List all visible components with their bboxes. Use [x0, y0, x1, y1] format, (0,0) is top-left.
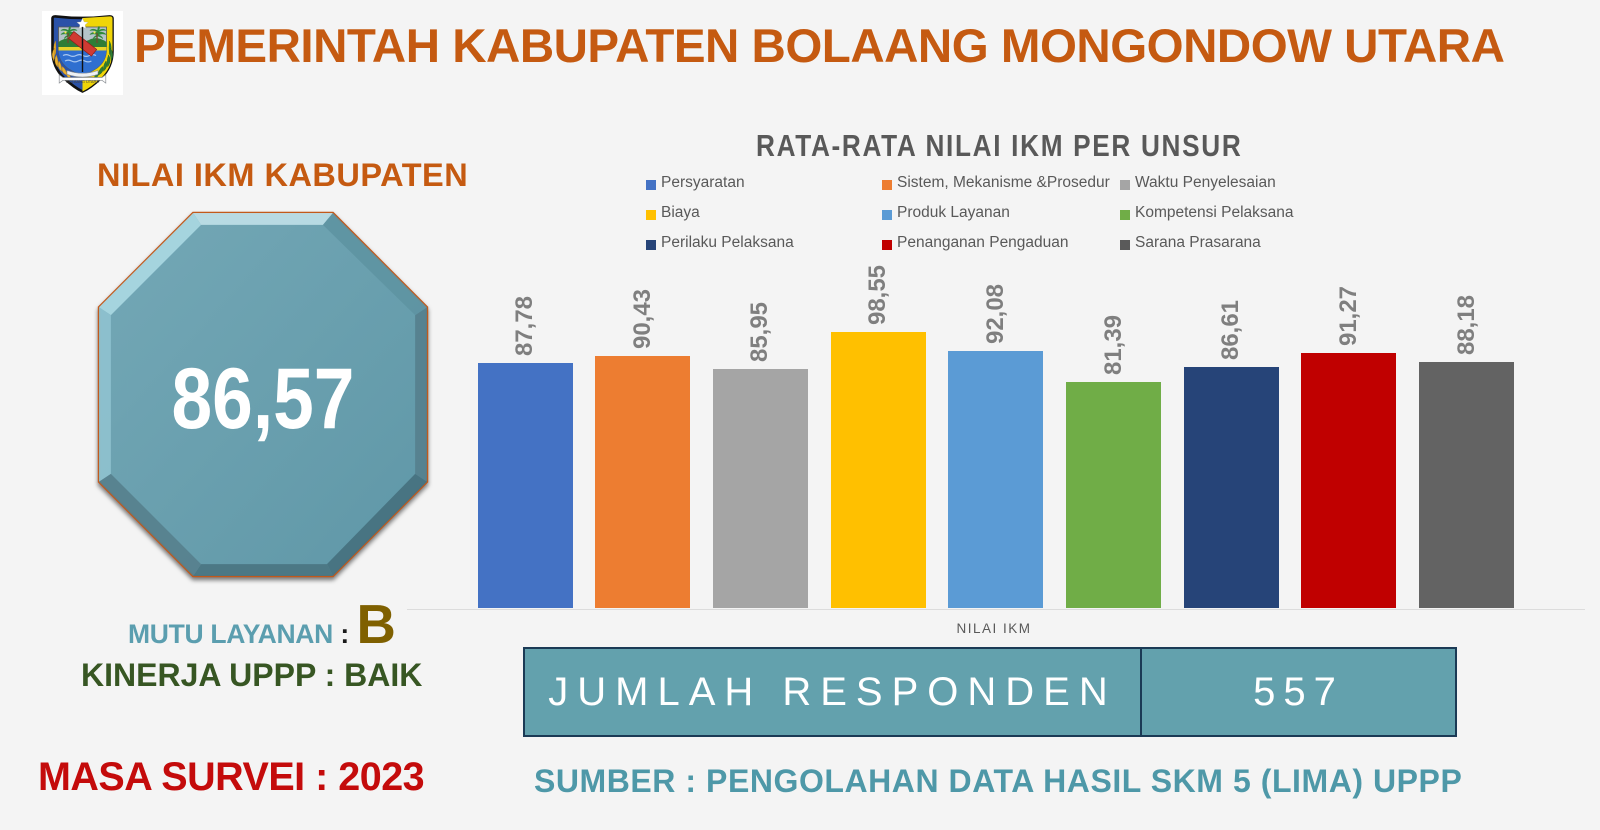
- svg-text:BOLAANG UTARA: BOLAANG UTARA: [66, 79, 99, 84]
